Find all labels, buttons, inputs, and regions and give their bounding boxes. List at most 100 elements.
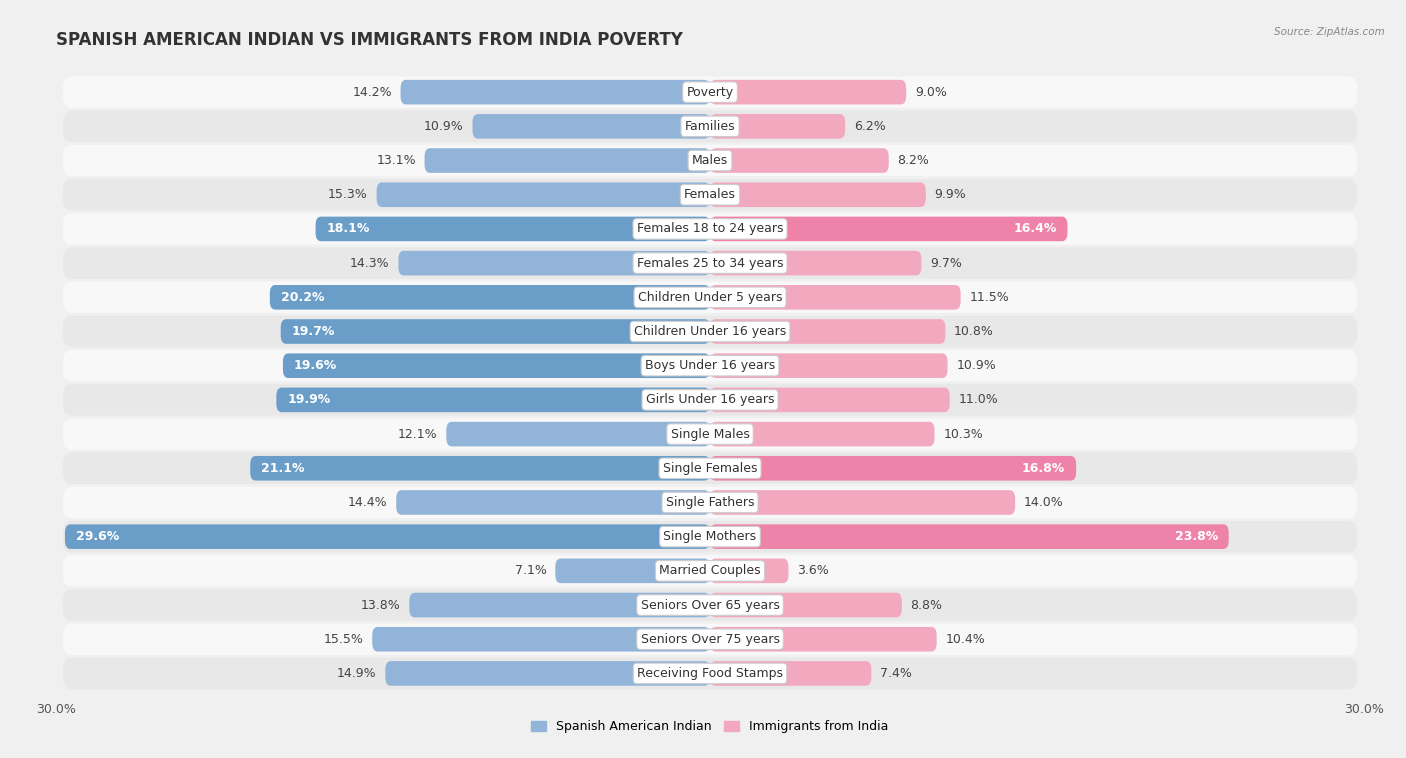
Text: Children Under 5 years: Children Under 5 years [638,291,782,304]
Text: 12.1%: 12.1% [398,428,437,440]
FancyBboxPatch shape [63,77,1357,108]
FancyBboxPatch shape [63,350,1357,381]
Text: 19.6%: 19.6% [294,359,337,372]
FancyBboxPatch shape [63,658,1357,689]
Text: Females 18 to 24 years: Females 18 to 24 years [637,222,783,236]
FancyBboxPatch shape [425,149,710,173]
FancyBboxPatch shape [710,149,889,173]
FancyBboxPatch shape [63,418,1357,449]
Text: 13.8%: 13.8% [361,599,401,612]
FancyBboxPatch shape [377,183,710,207]
Text: 16.4%: 16.4% [1014,222,1056,236]
Text: 19.9%: 19.9% [287,393,330,406]
Text: Source: ZipAtlas.com: Source: ZipAtlas.com [1274,27,1385,36]
Text: Boys Under 16 years: Boys Under 16 years [645,359,775,372]
FancyBboxPatch shape [710,661,872,686]
Text: Females 25 to 34 years: Females 25 to 34 years [637,257,783,270]
Text: Children Under 16 years: Children Under 16 years [634,325,786,338]
FancyBboxPatch shape [710,183,925,207]
Text: Receiving Food Stamps: Receiving Food Stamps [637,667,783,680]
Text: Poverty: Poverty [686,86,734,99]
Text: 21.1%: 21.1% [262,462,305,475]
FancyBboxPatch shape [446,421,710,446]
FancyBboxPatch shape [398,251,710,275]
FancyBboxPatch shape [250,456,710,481]
Text: SPANISH AMERICAN INDIAN VS IMMIGRANTS FROM INDIA POVERTY: SPANISH AMERICAN INDIAN VS IMMIGRANTS FR… [56,31,683,49]
Text: Seniors Over 75 years: Seniors Over 75 years [641,633,779,646]
FancyBboxPatch shape [63,384,1357,415]
Text: Single Mothers: Single Mothers [664,530,756,543]
FancyBboxPatch shape [63,316,1357,347]
FancyBboxPatch shape [63,213,1357,245]
FancyBboxPatch shape [710,217,1067,241]
FancyBboxPatch shape [63,247,1357,279]
FancyBboxPatch shape [396,490,710,515]
Text: 14.3%: 14.3% [350,257,389,270]
Text: 14.4%: 14.4% [347,496,388,509]
FancyBboxPatch shape [710,525,1229,549]
FancyBboxPatch shape [710,251,921,275]
Text: Girls Under 16 years: Girls Under 16 years [645,393,775,406]
Text: 15.5%: 15.5% [323,633,364,646]
FancyBboxPatch shape [63,111,1357,142]
FancyBboxPatch shape [65,525,710,549]
FancyBboxPatch shape [710,627,936,652]
Text: Single Females: Single Females [662,462,758,475]
FancyBboxPatch shape [710,490,1015,515]
FancyBboxPatch shape [555,559,710,583]
FancyBboxPatch shape [63,589,1357,621]
FancyBboxPatch shape [401,80,710,105]
FancyBboxPatch shape [409,593,710,617]
Text: 9.0%: 9.0% [915,86,946,99]
FancyBboxPatch shape [710,80,905,105]
FancyBboxPatch shape [710,593,901,617]
FancyBboxPatch shape [63,555,1357,587]
Text: 7.4%: 7.4% [880,667,912,680]
FancyBboxPatch shape [710,353,948,378]
Text: Males: Males [692,154,728,167]
Text: Married Couples: Married Couples [659,565,761,578]
Text: 10.9%: 10.9% [425,120,464,133]
FancyBboxPatch shape [710,285,960,309]
Text: 11.0%: 11.0% [959,393,998,406]
FancyBboxPatch shape [63,624,1357,655]
Text: 14.0%: 14.0% [1024,496,1063,509]
Text: 7.1%: 7.1% [515,565,547,578]
Text: 10.8%: 10.8% [955,325,994,338]
Text: 14.9%: 14.9% [337,667,377,680]
Text: Families: Families [685,120,735,133]
FancyBboxPatch shape [472,114,710,139]
Text: Single Fathers: Single Fathers [666,496,754,509]
Legend: Spanish American Indian, Immigrants from India: Spanish American Indian, Immigrants from… [526,716,894,738]
Text: 13.1%: 13.1% [377,154,416,167]
FancyBboxPatch shape [283,353,710,378]
Text: Single Males: Single Males [671,428,749,440]
FancyBboxPatch shape [710,456,1076,481]
Text: 9.7%: 9.7% [931,257,962,270]
Text: 23.8%: 23.8% [1174,530,1218,543]
FancyBboxPatch shape [710,319,945,344]
FancyBboxPatch shape [63,487,1357,518]
FancyBboxPatch shape [63,145,1357,177]
Text: 29.6%: 29.6% [76,530,120,543]
Text: 11.5%: 11.5% [969,291,1010,304]
Text: 19.7%: 19.7% [291,325,335,338]
Text: 10.4%: 10.4% [945,633,986,646]
Text: 3.6%: 3.6% [797,565,830,578]
Text: Seniors Over 65 years: Seniors Over 65 years [641,599,779,612]
Text: 8.2%: 8.2% [897,154,929,167]
Text: 6.2%: 6.2% [853,120,886,133]
FancyBboxPatch shape [710,421,935,446]
Text: 20.2%: 20.2% [281,291,325,304]
FancyBboxPatch shape [63,453,1357,484]
Text: 10.9%: 10.9% [956,359,995,372]
Text: Females: Females [685,188,735,201]
Text: 15.3%: 15.3% [328,188,368,201]
Text: 8.8%: 8.8% [911,599,942,612]
Text: 18.1%: 18.1% [326,222,370,236]
FancyBboxPatch shape [63,521,1357,553]
FancyBboxPatch shape [277,387,710,412]
FancyBboxPatch shape [373,627,710,652]
FancyBboxPatch shape [63,281,1357,313]
Text: 14.2%: 14.2% [353,86,392,99]
